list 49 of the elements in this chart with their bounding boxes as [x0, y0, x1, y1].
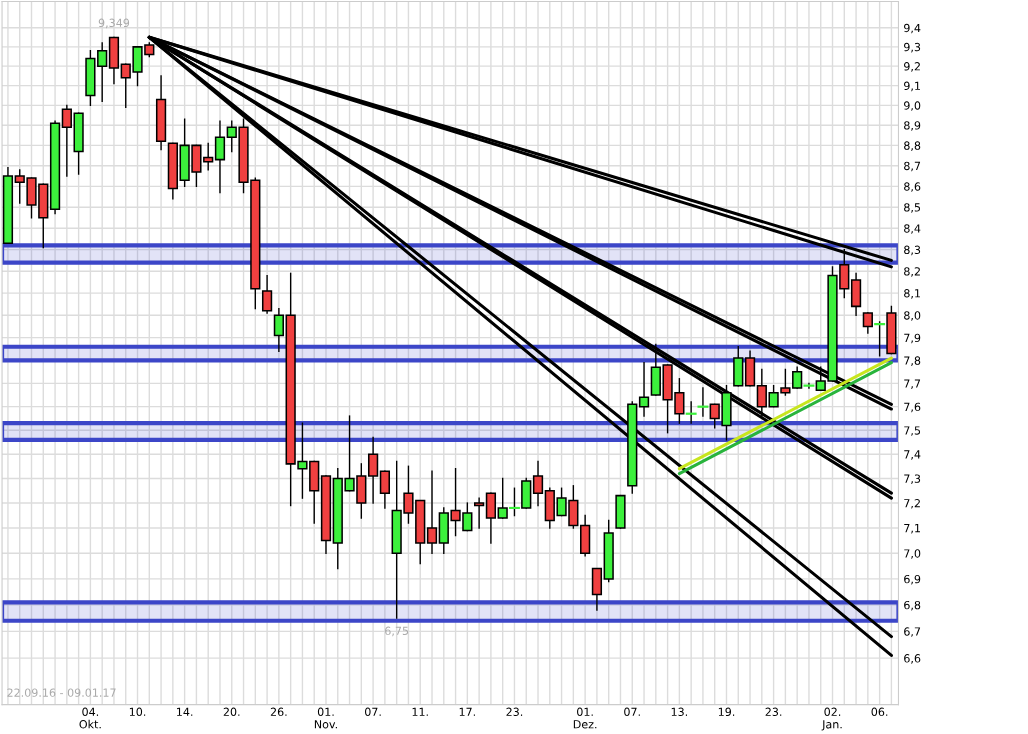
y-tick-label: 7,4 — [904, 450, 921, 460]
y-tick-label: 7,7 — [904, 379, 921, 389]
x-tick-label: 07. — [365, 707, 381, 717]
y-tick-label: 8,1 — [904, 289, 920, 299]
y-tick-label: 9,2 — [904, 62, 920, 72]
y-tick-label: 8,8 — [904, 141, 921, 151]
x-tick-label: 07. — [624, 707, 640, 717]
x-tick-label: 23. — [765, 707, 782, 717]
y-tick-label: 8,5 — [904, 203, 921, 213]
annotation: 9,349 — [98, 18, 130, 29]
y-tick-label: 8,9 — [904, 121, 921, 131]
x-tick-label: 14. — [177, 707, 193, 716]
y-tick-label: 7,2 — [904, 499, 920, 509]
y-tick-label: 8,6 — [904, 182, 921, 192]
x-tick-label: 17. — [459, 707, 475, 716]
x-tick-label: 13. — [671, 707, 688, 717]
x-tick-label: 20. — [223, 707, 240, 717]
y-tick-label: 6,9 — [904, 574, 921, 585]
x-tick-label: 26. — [270, 707, 287, 717]
y-tick-label: 8,3 — [904, 245, 921, 256]
y-tick-label: 9,3 — [904, 42, 921, 53]
x-tick-label: 10. — [129, 707, 146, 717]
y-tick-label: 7,0 — [904, 549, 921, 559]
y-tick-label: 7,1 — [904, 524, 920, 534]
y-tick-label: 9,4 — [904, 23, 921, 34]
x-tick-label: 01. Nov. — [314, 707, 337, 729]
y-tick-label: 6,7 — [904, 627, 921, 637]
x-tick-label: 04. Okt. — [79, 707, 101, 729]
annotation: 22.09.16 - 09.01.17 — [7, 688, 116, 697]
x-tick-label: 02. Jan. — [821, 707, 842, 731]
y-tick-label: 6,6 — [904, 654, 921, 664]
y-tick-label: 6,8 — [904, 600, 921, 611]
y-tick-label: 8,0 — [904, 311, 921, 321]
y-tick-label: 7,5 — [904, 426, 921, 436]
y-tick-label: 9,1 — [904, 81, 920, 92]
y-tick-label: 7,6 — [904, 402, 921, 413]
y-tick-label: 9,0 — [904, 101, 921, 111]
y-tick-label: 7,9 — [904, 333, 921, 344]
y-tick-label: 8,2 — [904, 267, 920, 277]
y-tick-label: 8,7 — [904, 161, 921, 172]
x-tick-label: 11. — [412, 707, 428, 716]
y-tick-label: 8,4 — [904, 224, 921, 234]
y-tick-label: 7,8 — [904, 356, 921, 366]
annotation: 6,75 — [385, 626, 409, 637]
x-tick-label: 01. Dez. — [573, 707, 597, 729]
x-tick-label: 19. — [718, 707, 735, 717]
x-tick-label: 23. — [506, 707, 523, 717]
x-tick-label: 06. — [871, 707, 888, 717]
y-tick-label: 7,3 — [904, 474, 921, 484]
